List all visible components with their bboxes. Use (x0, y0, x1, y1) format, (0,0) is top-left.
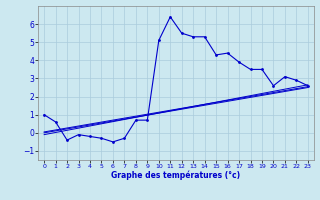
X-axis label: Graphe des températures (°c): Graphe des températures (°c) (111, 171, 241, 180)
